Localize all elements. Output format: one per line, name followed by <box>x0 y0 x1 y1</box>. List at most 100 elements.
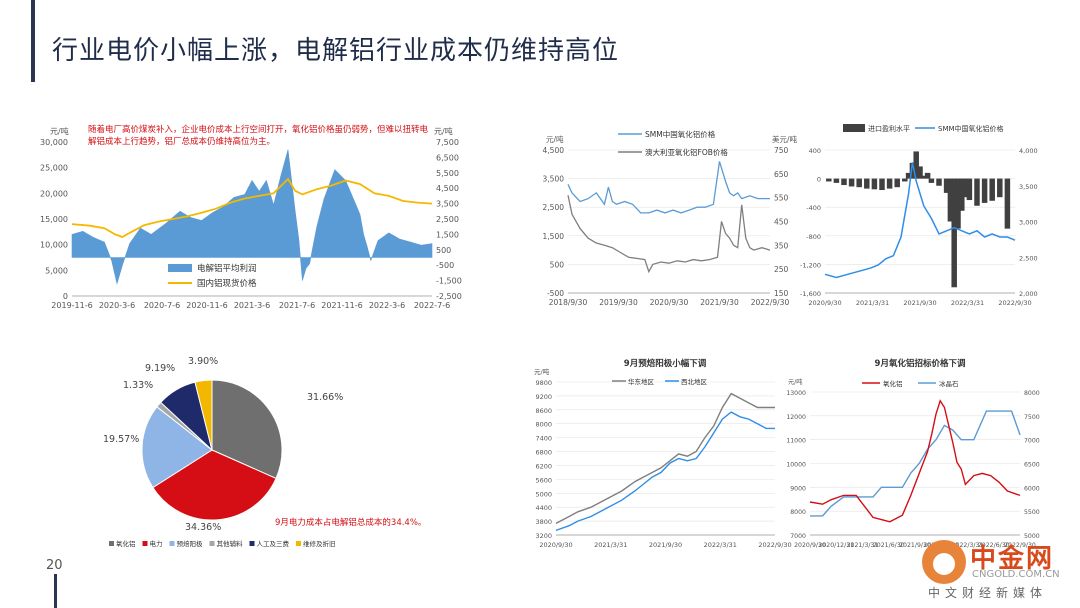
margin-bar <box>924 172 931 179</box>
pie-slice-label: 31.66% <box>307 392 343 403</box>
margin-bar <box>902 178 908 182</box>
x-tick-label: 2022-7-6 <box>414 301 450 310</box>
x-tick-label: 2022/3/31 <box>951 299 984 307</box>
x-tick-label: 2021-11-6 <box>321 301 362 310</box>
margin-bar <box>974 178 980 206</box>
x-tick-label: 2020/9/30 <box>650 298 689 307</box>
margin-bar <box>1004 178 1011 229</box>
legend-swatch <box>169 541 175 546</box>
x-tick-label: 2022/3/31 <box>952 542 984 549</box>
x-tick-label: 2021/3/31 <box>847 542 879 549</box>
right-tick-label: 8000 <box>1024 390 1040 397</box>
watermark-name: 中金网 <box>970 544 1055 574</box>
margin-bar <box>833 178 840 183</box>
left-tick-label: 12000 <box>786 414 806 421</box>
left-tick-label: -1,600 <box>800 290 821 298</box>
legend-label: 预焙阳极 <box>177 539 204 548</box>
left-tick-label: -800 <box>806 233 821 241</box>
margin-bar <box>848 178 855 187</box>
left-tick-label: -1,200 <box>800 261 821 269</box>
x-tick-label: 2021-3-6 <box>234 301 270 310</box>
right-tick-label: 7,500 <box>436 138 459 147</box>
x-tick-label: 2022-3-6 <box>369 301 405 310</box>
left-tick-label: 2,500 <box>543 203 565 212</box>
left-tick-label: 20,000 <box>40 189 68 198</box>
left-tick-label: -500 <box>547 289 564 298</box>
legend-swatch <box>109 541 114 546</box>
right-axis-unit: 元/吨 <box>434 126 453 136</box>
left-tick-label: 8000 <box>790 509 806 516</box>
legend-label-price: 国内铝现货价格 <box>197 278 257 289</box>
alumina-line <box>809 399 1021 523</box>
margin-bar <box>864 178 870 189</box>
legend-label-smm: SMM中国氧化铝价格 <box>645 129 716 139</box>
x-tick-label: 2021/3/31 <box>856 299 889 307</box>
x-tick-label: 2021-7-6 <box>279 301 315 310</box>
left-tick-label: 4,500 <box>543 146 565 155</box>
right-tick-label: 750 <box>774 146 789 155</box>
margin-bar <box>913 151 919 179</box>
right-tick-label: -2,500 <box>436 292 462 301</box>
margin-bar <box>917 166 923 179</box>
legend-label-profit: 电解铝平均利润 <box>197 263 257 274</box>
x-tick-label: 2021/3/31 <box>594 541 627 549</box>
legend-label-margin: 进口盈利水平 <box>868 124 910 133</box>
pie-slice-label: 3.90% <box>188 356 218 367</box>
left-tick-label: 400 <box>809 147 821 155</box>
page-number: 20 <box>46 558 63 573</box>
left-tick-label: 0 <box>817 176 821 184</box>
right-axis-unit: 美元/吨 <box>772 134 798 144</box>
right-tick-label: 550 <box>774 194 789 203</box>
legend-label-fob: 澳大利亚氧化铝FOB价格 <box>645 147 728 157</box>
right-tick-label: 6000 <box>1024 485 1040 492</box>
legend-swatch <box>249 541 255 546</box>
right-tick-label: 1,500 <box>436 230 459 239</box>
left-tick-label: 1,500 <box>543 232 565 241</box>
left-tick-label: 15,000 <box>40 215 68 224</box>
margin-bar <box>951 178 957 288</box>
smm-price-line <box>567 161 770 214</box>
margin-bar <box>826 178 832 182</box>
pie-slice-label: 19.57% <box>103 434 139 445</box>
left-tick-label: 3800 <box>535 518 552 526</box>
left-tick-label: 9000 <box>790 485 806 492</box>
left-tick-label: 9800 <box>535 379 552 387</box>
legend-label: 人工及三费 <box>257 539 290 548</box>
left-tick-label: 3200 <box>535 532 552 540</box>
left-tick-label: 5,000 <box>45 266 68 275</box>
left-tick-label: 0 <box>63 292 68 301</box>
right-tick-label: 2,000 <box>1019 290 1038 298</box>
left-tick-label: 13000 <box>786 390 806 397</box>
left-tick-label: 5600 <box>535 476 552 484</box>
margin-bar <box>886 178 893 189</box>
left-tick-label: 4400 <box>535 504 552 512</box>
margin-bar <box>909 162 916 179</box>
pie-slice <box>141 406 213 489</box>
right-tick-label: 7500 <box>1024 414 1040 421</box>
left-tick-label: 5000 <box>535 490 552 498</box>
cryolite-line <box>810 410 1021 517</box>
chart-annotation-line1: 随着电厂高价煤炭补入，企业电价成本上行空间打开，氧化铝价格虽仍弱势，但难以扭转电 <box>88 124 429 135</box>
left-axis-unit: 元/吨 <box>534 367 550 376</box>
legend-label: 氧化铝 <box>116 539 136 548</box>
legend-label-east: 华东地区 <box>628 377 655 386</box>
x-tick-label: 2022/6/30 <box>978 542 1010 549</box>
pie-slice-label: 34.36% <box>185 522 221 533</box>
right-tick-label: 450 <box>774 218 789 227</box>
left-tick-label: 30,000 <box>40 138 68 147</box>
legend-swatch-profit <box>168 264 192 272</box>
legend-label: 其他辅料 <box>217 539 244 548</box>
margin-bar <box>966 178 973 201</box>
footer-accent-bar <box>54 574 57 608</box>
right-tick-label: 350 <box>774 241 789 250</box>
x-tick-label: 2021/9/30 <box>899 542 931 549</box>
x-tick-label: 2022/3/31 <box>704 541 737 549</box>
pie-slice <box>211 379 283 480</box>
margin-bar <box>962 178 969 198</box>
margin-bar <box>879 178 885 191</box>
watermark-slogan: 中文财经新媒体 <box>928 586 1048 600</box>
right-tick-label: 6500 <box>1024 462 1040 469</box>
x-tick-label: 2021/9/30 <box>700 298 739 307</box>
slide-title: 行业电价小幅上涨，电解铝行业成本仍维持高位 <box>52 36 620 66</box>
margin-bar <box>959 178 965 211</box>
